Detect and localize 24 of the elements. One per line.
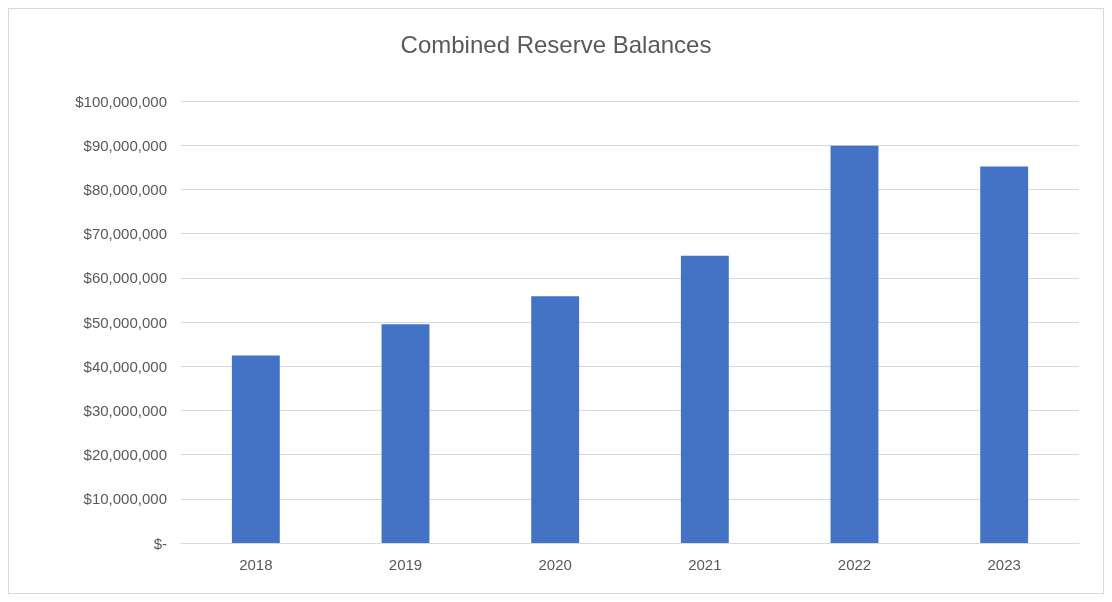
bar [381, 324, 430, 543]
y-tick-label: $80,000,000 [83, 180, 167, 198]
y-tick-label: $30,000,000 [83, 401, 167, 419]
y-tick-label: $- [153, 534, 167, 552]
y-tick-label: $90,000,000 [83, 136, 167, 154]
y-tick-label: $50,000,000 [83, 313, 167, 331]
bar [680, 255, 729, 543]
x-tick-label: 2021 [688, 556, 722, 573]
bar [830, 145, 879, 543]
y-tick-label: $60,000,000 [83, 269, 167, 287]
x-tick-label: 2022 [837, 556, 872, 573]
x-tick-label: 2018 [239, 556, 273, 573]
y-tick-label: $100,000,000 [75, 92, 167, 110]
x-tick-label: 2019 [388, 556, 423, 573]
y-tick-label: $10,000,000 [83, 490, 167, 508]
bar [980, 166, 1029, 543]
bar [231, 355, 280, 543]
x-tick-label: 2023 [987, 556, 1021, 573]
chart-title: Combined Reserve Balances [400, 30, 712, 58]
x-tick-label: 2020 [538, 556, 572, 573]
y-tick-label: $20,000,000 [83, 446, 167, 464]
y-tick-label: $70,000,000 [83, 225, 167, 243]
bar [531, 296, 580, 543]
y-tick-label: $40,000,000 [83, 357, 167, 375]
